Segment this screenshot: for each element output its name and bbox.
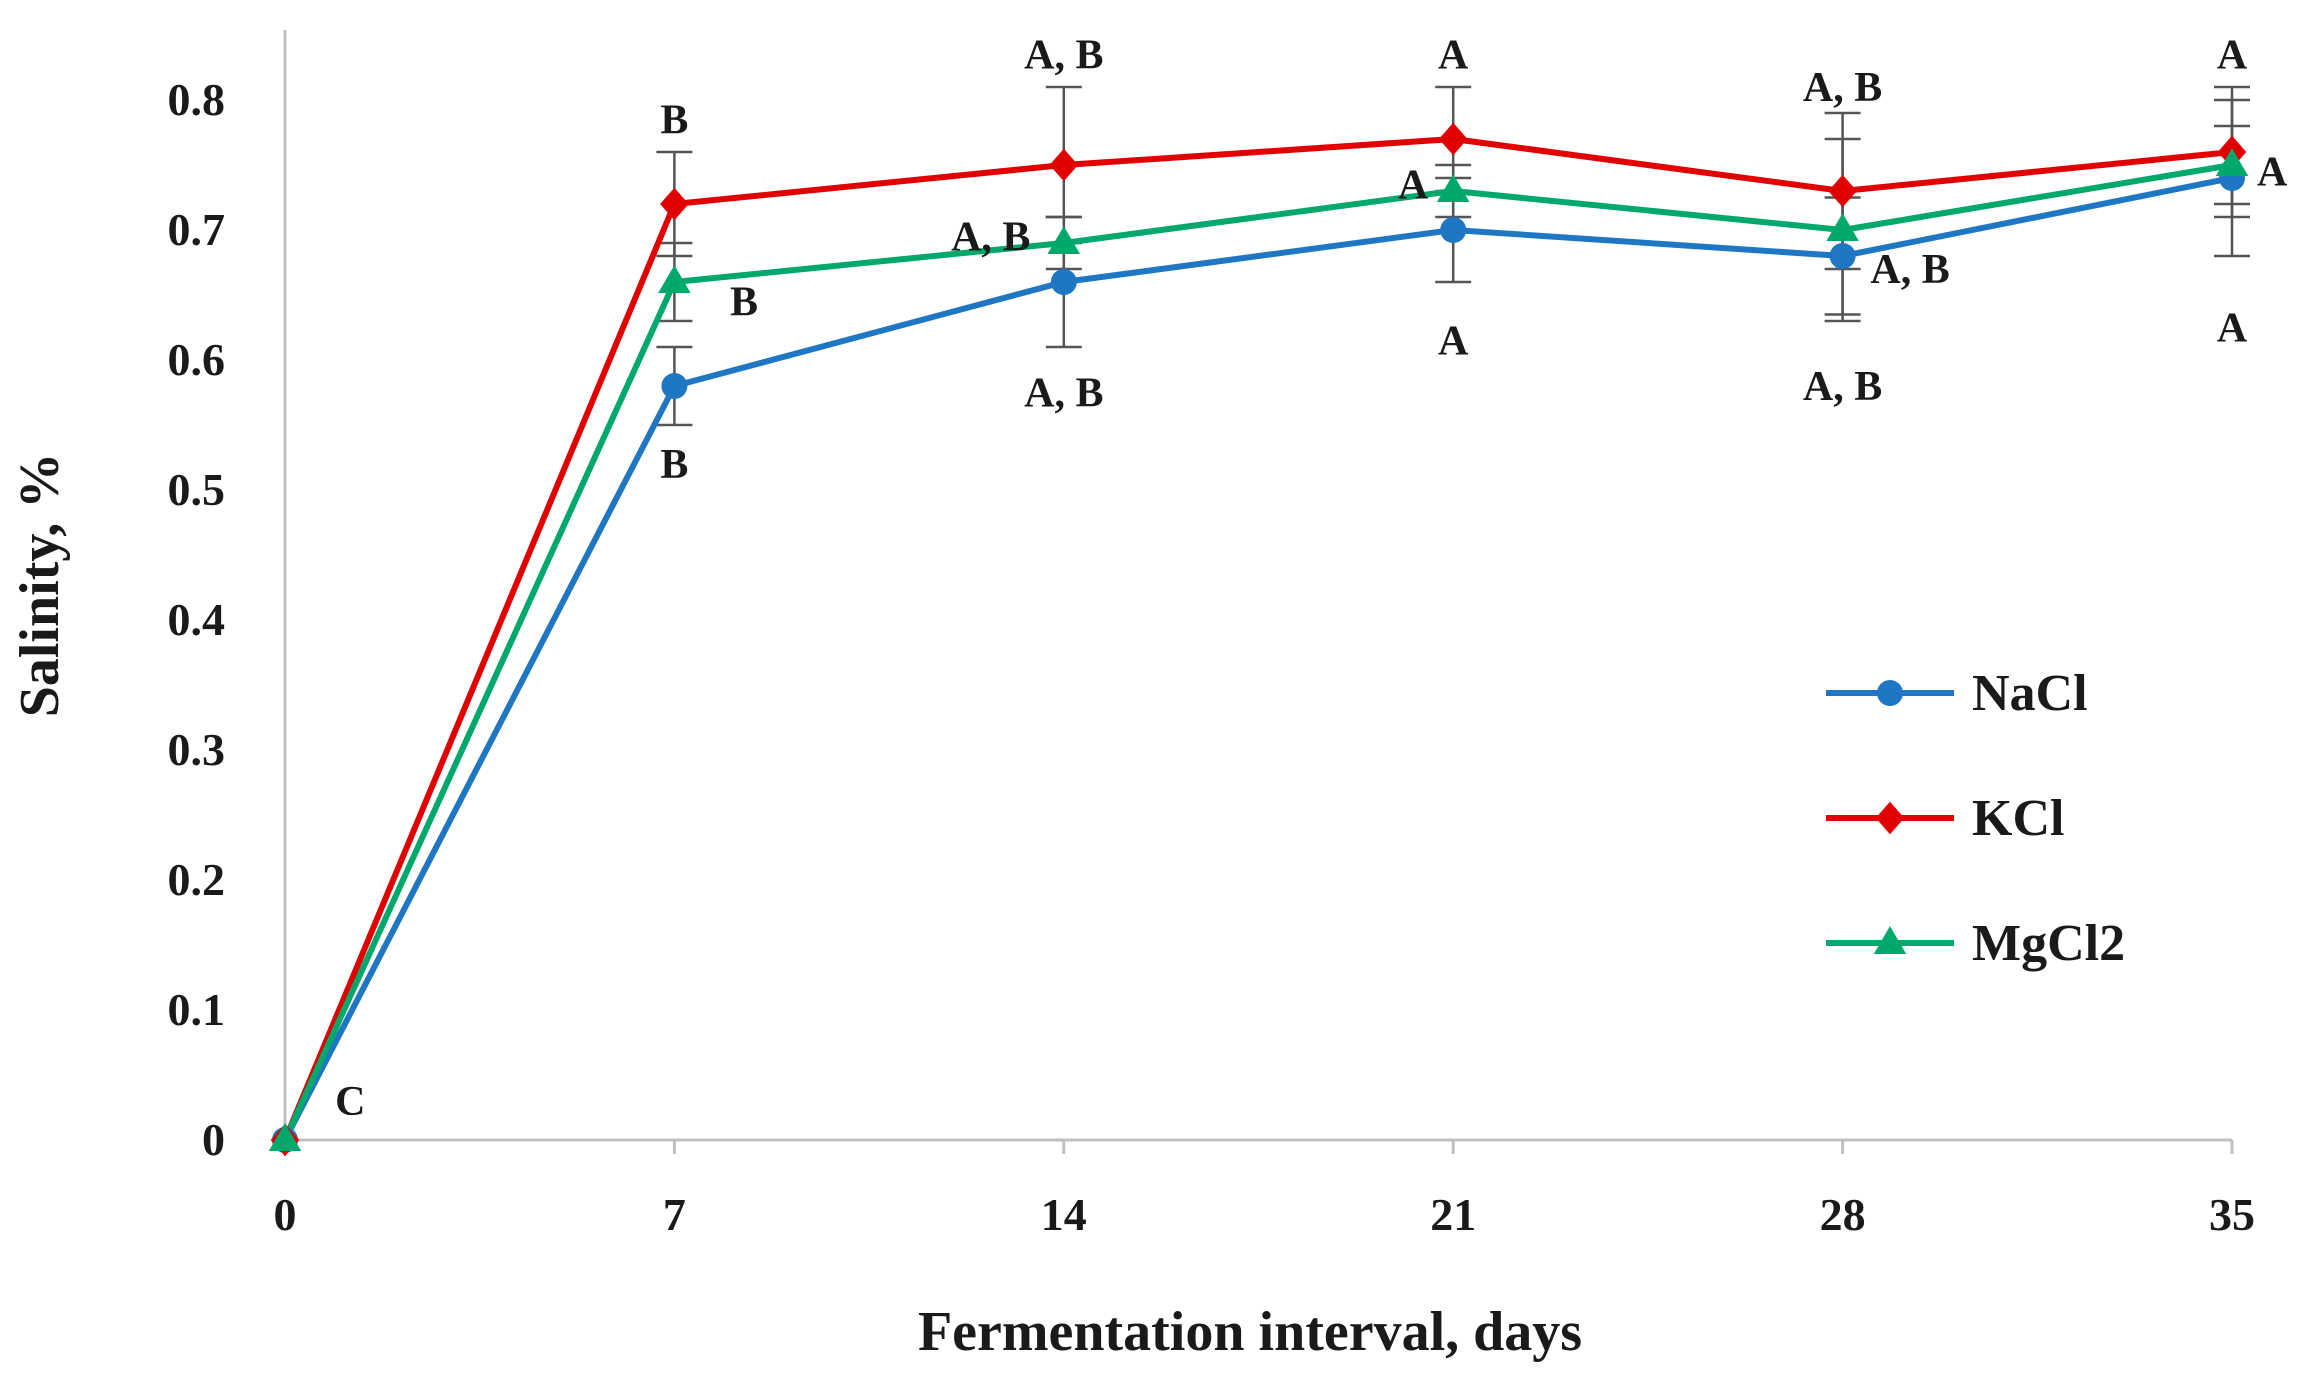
data-point-KCl — [1049, 148, 1079, 182]
y-tick-label: 0.1 — [168, 984, 226, 1035]
significance-label: A — [2217, 306, 2248, 352]
x-axis-title: Fermentation interval, days — [918, 1301, 1582, 1363]
data-point-MgCl2 — [658, 265, 691, 294]
series-line-NaCl — [282, 175, 2233, 1142]
significance-label: C — [335, 1079, 365, 1125]
significance-label: A — [1398, 163, 1429, 209]
significance-label: A, B — [1870, 247, 1949, 293]
significance-label: A — [1438, 33, 1469, 79]
x-tick-label: 28 — [1820, 1189, 1866, 1240]
y-tick-label: 0.2 — [168, 854, 226, 905]
significance-label: A, B — [951, 215, 1030, 261]
data-point-MgCl2 — [268, 1123, 302, 1152]
y-tick-label: 0.5 — [168, 464, 226, 515]
data-point-KCl — [1828, 174, 1857, 208]
legend: NaCl KCl MgCl2 — [1826, 665, 2125, 972]
data-point-NaCl — [1829, 243, 1856, 269]
data-point-NaCl — [661, 373, 688, 399]
x-tick-label: 35 — [2209, 1189, 2255, 1240]
significance-label: A, B — [1024, 371, 1103, 417]
significance-label: B — [660, 442, 688, 488]
legend-marker-KCl — [1875, 801, 1905, 835]
y-tick-label: 0.8 — [168, 74, 226, 125]
series-line-KCl — [282, 136, 2233, 1142]
data-markers — [268, 122, 2249, 1157]
data-point-NaCl — [1050, 269, 1077, 295]
data-point-NaCl — [1440, 217, 1467, 243]
data-point-MgCl2 — [1826, 213, 1859, 242]
significance-label: A — [1438, 319, 1469, 365]
legend-label-NaCl: NaCl — [1972, 665, 2088, 722]
data-point-MgCl2 — [1047, 226, 1081, 255]
significance-annotations: C B B B A, B A, B A, B A A A A, B A, B A, B A A A — [335, 33, 2288, 1126]
y-tick-label: 0.4 — [168, 594, 226, 645]
x-tick-label: 21 — [1430, 1189, 1476, 1240]
y-tick-label: 0 — [202, 1114, 225, 1165]
significance-label: A, B — [1024, 33, 1103, 79]
significance-label: B — [660, 98, 688, 144]
significance-label: A — [2217, 33, 2248, 79]
significance-label: A, B — [1803, 364, 1882, 410]
legend-label-MgCl2: MgCl2 — [1972, 915, 2125, 972]
y-tick-label: 0.7 — [168, 204, 226, 255]
axes: 0 0.1 0.2 0.3 0.4 0.5 0.6 0.7 0.8 0 7 14 21 28 35 — [168, 30, 2255, 1240]
y-tick-label: 0.3 — [168, 724, 226, 775]
legend-label-KCl: KCl — [1972, 790, 2064, 847]
x-tick-label: 14 — [1041, 1189, 1087, 1240]
series-lines — [282, 136, 2233, 1142]
x-tick-label: 7 — [663, 1189, 686, 1240]
y-tick-label: 0.6 — [168, 334, 226, 385]
significance-label: A — [2257, 150, 2288, 196]
significance-label: B — [730, 280, 758, 326]
error-bars — [656, 85, 2250, 427]
legend-marker-NaCl — [1877, 680, 1903, 706]
series-line-MgCl2 — [282, 162, 2233, 1142]
y-axis-title: Salinity, % — [9, 453, 71, 718]
legend-marker-MgCl2 — [1873, 926, 1907, 955]
data-point-MgCl2 — [1436, 174, 1470, 203]
data-point-MgCl2 — [2215, 148, 2249, 177]
data-point-KCl — [1438, 122, 1468, 156]
x-tick-label: 0 — [274, 1189, 297, 1240]
data-point-KCl — [660, 187, 689, 221]
significance-label: A, B — [1803, 65, 1882, 111]
